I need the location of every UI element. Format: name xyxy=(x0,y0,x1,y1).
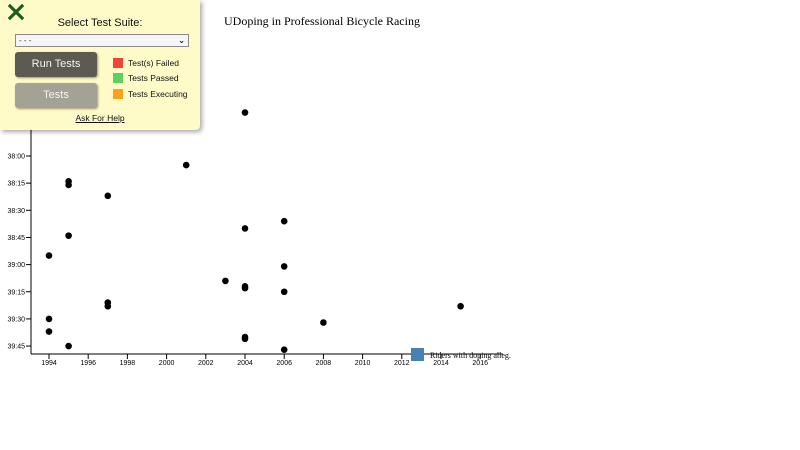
svg-text:2008: 2008 xyxy=(316,360,332,367)
data-points xyxy=(45,109,464,353)
data-point xyxy=(104,192,112,200)
svg-text:39:00: 39:00 xyxy=(7,262,25,269)
svg-text:38:45: 38:45 xyxy=(7,235,25,242)
svg-text:2012: 2012 xyxy=(394,360,410,367)
svg-text:38:15: 38:15 xyxy=(7,181,25,188)
svg-text:38:00: 38:00 xyxy=(7,154,25,161)
svg-text:2002: 2002 xyxy=(198,360,214,367)
data-point xyxy=(320,319,327,326)
data-point xyxy=(280,217,288,225)
svg-text:39:30: 39:30 xyxy=(7,316,25,323)
svg-text:1996: 1996 xyxy=(80,360,96,367)
svg-text:1998: 1998 xyxy=(120,360,136,367)
test-suite-select[interactable]: - - - ⌄ xyxy=(15,34,189,47)
data-point xyxy=(280,263,288,270)
data-point xyxy=(241,109,249,116)
data-point xyxy=(104,302,112,310)
x-axis: 1994 1996 1998 2000 2002 2004 2006 2008 2010 2012… xyxy=(31,353,503,367)
data-point xyxy=(65,342,72,350)
chart-title: UDoping in Professional Bicycle Racing xyxy=(224,14,420,28)
data-point xyxy=(280,346,288,353)
data-point xyxy=(457,302,464,310)
svg-text:2006: 2006 xyxy=(276,360,292,367)
data-point xyxy=(241,225,249,232)
data-point xyxy=(45,315,53,323)
data-point xyxy=(241,335,249,343)
select-value: - - - xyxy=(19,36,32,45)
svg-text:1994: 1994 xyxy=(41,360,57,367)
data-point xyxy=(45,328,53,335)
svg-text:39:15: 39:15 xyxy=(7,289,25,296)
svg-text:39:45: 39:45 xyxy=(7,344,25,351)
data-point xyxy=(241,284,249,292)
tests-button[interactable]: Tests xyxy=(15,83,97,108)
data-point xyxy=(280,288,288,296)
ask-for-help-link[interactable]: Ask For Help xyxy=(75,113,125,123)
svg-text:2010: 2010 xyxy=(355,360,371,367)
chevron-down-icon: ⌄ xyxy=(178,36,185,45)
passed-swatch-icon xyxy=(113,73,123,83)
data-point xyxy=(45,252,53,259)
close-icon[interactable] xyxy=(8,4,24,20)
svg-text:2014: 2014 xyxy=(433,360,449,367)
y-axis: 38:00 38:15 38:30 38:45 39:00 39:15 39:30 39:45 xyxy=(7,100,32,354)
panel-title: Select Test Suite: xyxy=(57,17,143,29)
data-point xyxy=(65,181,72,189)
svg-text:Riders with doping alleg.: Riders with doping alleg. xyxy=(430,351,511,360)
executing-swatch-icon xyxy=(113,89,123,99)
svg-text:2004: 2004 xyxy=(237,360,253,367)
data-point xyxy=(65,232,72,239)
failed-swatch-icon xyxy=(113,58,123,68)
run-tests-button[interactable]: Run Tests xyxy=(15,52,97,77)
data-point xyxy=(182,161,190,169)
test-suite-panel: Select Test Suite: - - - ⌄ Run Tests Tes… xyxy=(0,0,200,130)
chart-legend: Riders with doping alleg. xyxy=(411,348,511,361)
svg-text:2016: 2016 xyxy=(472,360,488,367)
svg-text:2000: 2000 xyxy=(159,360,175,367)
data-point xyxy=(222,277,229,285)
svg-text:38:30: 38:30 xyxy=(7,208,25,215)
